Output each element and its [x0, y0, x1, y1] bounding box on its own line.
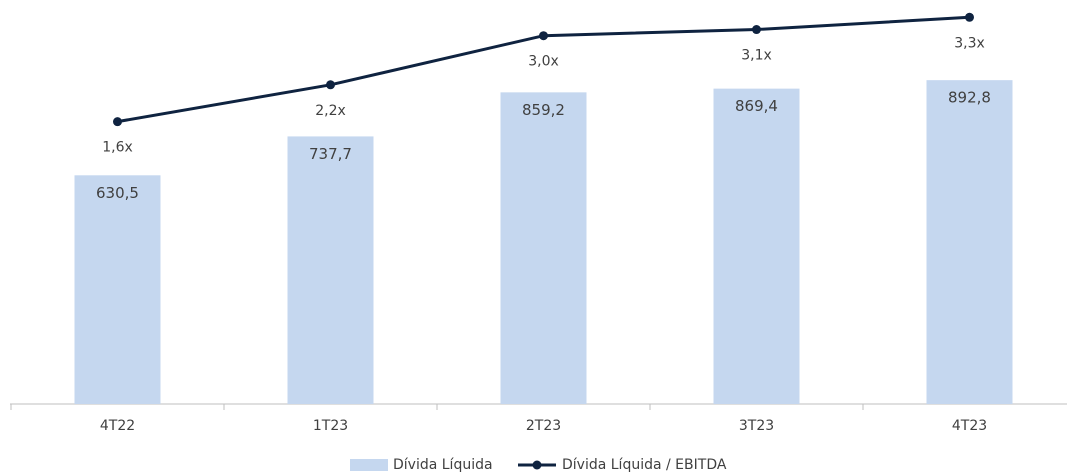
x-tick-label: 2T23 [526, 418, 561, 434]
legend-swatch [350, 459, 388, 471]
x-tick-label: 1T23 [313, 418, 348, 434]
line-value-label: 3,1x [741, 48, 772, 64]
line-value-label: 3,3x [954, 35, 985, 51]
bar-value-label: 869,4 [735, 97, 778, 115]
line-value-label: 2,2x [315, 103, 346, 119]
legend-label: Dívida Líquida / EBITDA [562, 457, 727, 473]
bar-value-label: 892,8 [948, 89, 991, 107]
line-value-label: 1,6x [102, 140, 133, 156]
bar-value-label: 859,2 [522, 101, 565, 119]
line-point [326, 80, 335, 90]
line-point [113, 117, 122, 127]
x-tick-label: 4T22 [100, 418, 135, 434]
bar [500, 92, 587, 404]
x-tick-label: 4T23 [952, 418, 987, 434]
legend-label: Dívida Líquida [393, 457, 493, 473]
bar [287, 136, 374, 405]
legend-swatch [532, 460, 542, 470]
line-value-label: 3,0x [528, 54, 559, 70]
bar [713, 88, 800, 405]
bar-value-label: 630,5 [96, 184, 139, 202]
bar-value-label: 737,7 [309, 145, 352, 163]
line-point [539, 31, 548, 41]
bar [926, 80, 1013, 404]
line-point [752, 25, 761, 35]
x-tick-label: 3T23 [739, 418, 774, 434]
bar [74, 175, 161, 404]
line-point [965, 12, 974, 22]
